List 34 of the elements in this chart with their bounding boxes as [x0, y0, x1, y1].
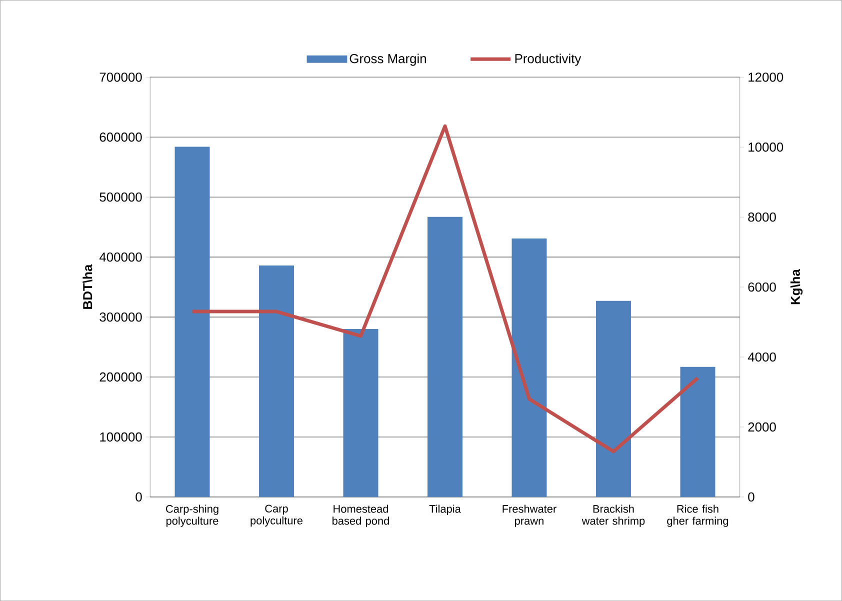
y2-tick-label: 2000 [748, 422, 776, 432]
bar [259, 265, 294, 497]
y-tick-label: 0 [136, 492, 142, 502]
legend-label: Productivity [515, 54, 582, 66]
y2-tick-label: 4000 [748, 352, 776, 362]
y-tick-label: 700000 [100, 72, 142, 82]
y2-tick-label: 6000 [748, 282, 776, 292]
x-tick-label: Carp-shing polyculture [166, 504, 218, 527]
x-tick-label: Rice fish gher farming [667, 504, 728, 527]
bar [343, 328, 378, 497]
y2-tick-label: 12000 [748, 72, 784, 82]
y2-axis-title: Kg\ha [790, 268, 803, 304]
y-tick-label: 200000 [100, 372, 142, 382]
x-tick-label: Carp polyculture [250, 504, 302, 527]
y-tick-label: 500000 [100, 192, 142, 202]
y-axis-title: BDT\ha [82, 264, 92, 309]
y-tick-label: 100000 [100, 432, 142, 442]
y-tick-label: 600000 [100, 132, 142, 142]
bar [512, 238, 547, 497]
bar [680, 366, 716, 497]
x-tick-label: Freshwater prawn [502, 504, 556, 527]
bar [596, 300, 631, 497]
y2-tick-label: 0 [748, 492, 754, 502]
y2-tick-label: 8000 [748, 212, 776, 222]
bar [174, 146, 210, 497]
x-tick-label: Brackish water shrimp [582, 504, 645, 527]
x-tick-label: Tilapia [429, 504, 461, 515]
legend-label: Gross Margin [350, 54, 426, 66]
y2-tick-label: 10000 [748, 142, 784, 152]
y-tick-label: 300000 [100, 312, 142, 322]
x-tick-label: Homestead based pond [332, 504, 389, 527]
bar [428, 216, 462, 497]
y-tick-label: 400000 [99, 252, 142, 262]
line-series [190, 124, 700, 454]
